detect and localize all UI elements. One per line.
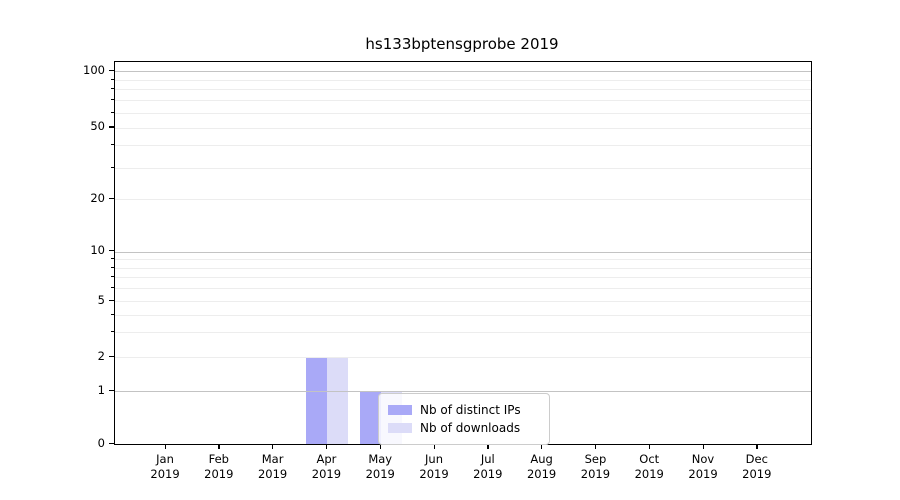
x-tick-may [379, 444, 382, 450]
x-tick-oct [648, 444, 651, 450]
chart-title: hs133bptensgprobe 2019 [365, 35, 559, 53]
y-minor-tick-3 [111, 331, 114, 333]
major-gridline-10 [115, 251, 811, 253]
y-minor-tick-8 [111, 266, 114, 268]
minor-gridline-50 [115, 127, 811, 129]
x-tick-jan [164, 444, 166, 450]
x-tick-feb [218, 444, 220, 450]
legend-swatch-distinct-ips [388, 405, 412, 415]
minor-gridline-5 [115, 301, 811, 303]
x-tick-label-may: May 2019 [365, 452, 395, 481]
y-tick-10 [109, 250, 114, 252]
y-tick-label-20: 20 [90, 190, 105, 205]
y-tick-0 [109, 442, 114, 444]
major-gridline-100 [115, 71, 811, 72]
x-tick-apr [325, 444, 328, 450]
legend-swatch-downloads [388, 423, 412, 433]
major-gridline-1 [115, 391, 811, 393]
x-tick-label-jun: Jun 2019 [419, 452, 449, 481]
legend-label-distinct-ips: Nb of distinct IPs [420, 403, 521, 417]
x-tick-label-aug: Aug 2019 [526, 452, 557, 481]
minor-gridline-90 [115, 79, 811, 81]
y-tick-label-5: 5 [97, 292, 105, 307]
x-tick-sep [594, 444, 597, 450]
y-minor-tick-7 [111, 276, 114, 278]
bar-apr-distinct-ips [306, 357, 328, 444]
y-minor-tick-9 [111, 258, 114, 260]
x-tick-label-apr: Apr 2019 [311, 452, 342, 481]
minor-gridline-60 [115, 112, 811, 114]
y-minor-tick-6 [111, 287, 114, 289]
x-tick-nov [702, 444, 704, 450]
y-minor-tick-70 [111, 99, 114, 101]
legend-item-distinct-ips: Nb of distinct IPs [388, 402, 540, 418]
y-tick-label-2: 2 [97, 348, 105, 363]
y-minor-tick-40 [111, 144, 114, 146]
minor-gridline-40 [115, 145, 811, 147]
minor-gridline-20 [115, 199, 811, 201]
legend-item-downloads: Nb of downloads [388, 420, 540, 436]
y-tick-100 [109, 69, 114, 71]
y-tick-label-0: 0 [97, 435, 105, 450]
minor-gridline-6 [115, 288, 811, 290]
bar-may-distinct-ips [360, 391, 382, 444]
y-tick-label-10: 10 [90, 243, 105, 258]
y-minor-tick-30 [111, 166, 114, 168]
bar-apr-downloads [327, 357, 349, 444]
minor-gridline-70 [115, 100, 811, 102]
y-tick-5 [109, 299, 114, 301]
minor-gridline-7 [115, 277, 811, 279]
y-minor-tick-80 [111, 88, 114, 90]
x-tick-label-dec: Dec 2019 [742, 452, 772, 481]
x-tick-mar [272, 444, 274, 450]
x-tick-label-nov: Nov 2019 [688, 452, 718, 481]
y-tick-label-50: 50 [90, 119, 105, 134]
legend: Nb of distinct IPs Nb of downloads [378, 393, 550, 445]
minor-gridline-3 [115, 332, 811, 334]
minor-gridline-80 [115, 89, 811, 91]
minor-gridline-2 [115, 357, 811, 359]
y-tick-1 [109, 389, 114, 391]
y-tick-20 [109, 197, 114, 200]
x-tick-jun [433, 444, 435, 450]
x-tick-label-feb: Feb 2019 [204, 452, 234, 481]
x-tick-label-jan: Jan 2019 [150, 452, 180, 481]
y-minor-tick-60 [111, 111, 114, 113]
y-minor-tick-90 [111, 78, 114, 80]
x-tick-dec [756, 444, 758, 450]
minor-gridline-9 [115, 259, 811, 261]
legend-label-downloads: Nb of downloads [420, 421, 521, 435]
x-tick-label-mar: Mar 2019 [257, 452, 288, 481]
y-tick-2 [109, 355, 114, 357]
minor-gridline-30 [115, 167, 811, 169]
x-tick-aug [541, 444, 543, 450]
y-tick-label-100: 100 [83, 62, 105, 77]
x-tick-jul [487, 444, 489, 450]
minor-gridline-4 [115, 314, 811, 316]
x-tick-label-jul: Jul 2019 [473, 452, 503, 481]
y-tick-label-1: 1 [97, 382, 105, 397]
minor-gridline-8 [115, 267, 811, 269]
plot-area: Nb of distinct IPs Nb of downloads [114, 61, 812, 445]
x-tick-label-oct: Oct 2019 [634, 452, 664, 481]
x-tick-label-sep: Sep 2019 [580, 452, 611, 481]
y-tick-50 [109, 126, 114, 128]
y-minor-tick-4 [111, 313, 114, 315]
